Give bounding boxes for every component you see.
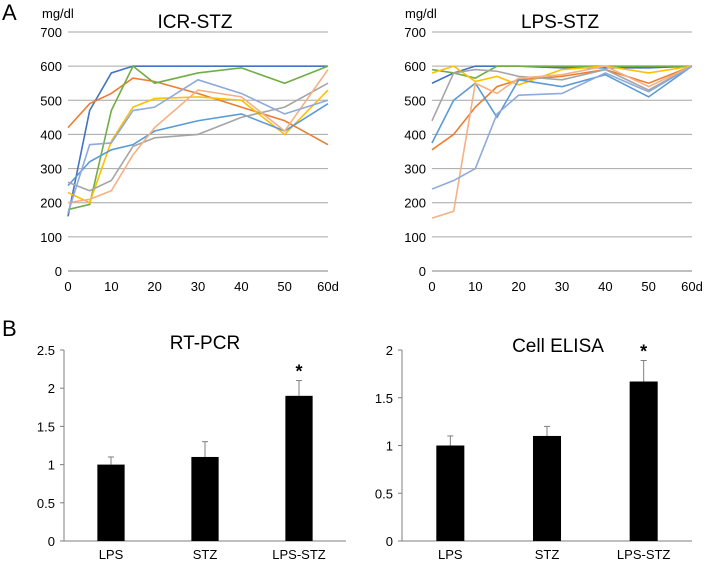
y-tick-label: 500 [40,93,62,108]
bar-stz [191,456,219,541]
category-label: STZ [193,547,218,562]
x-tick-label: 20 [147,279,161,294]
y-tick-label: 700 [40,25,62,40]
y-tick-label: 300 [40,162,62,177]
y-tick-label: 100 [40,230,62,245]
series-line-mouse-6 [431,65,693,122]
series-line-mouse-7 [431,65,693,219]
y-tick-label: 400 [40,127,62,142]
bar-lps [436,445,465,541]
significance-marker: * [295,362,302,382]
y-tick-label: 2.5 [37,343,55,358]
bar-chart-cell-elisa: Cell ELISA 0 0.5 1 1.5 2 LPS STZ * LPS-STZ [375,336,692,562]
x-tick-label: 0 [64,279,71,294]
y-tick-label: 300 [404,162,426,177]
y-tick-label: 0 [386,534,393,549]
series-line-mouse-3 [431,65,692,79]
x-tick-label: 60d [317,279,339,294]
panel-label-a: A [2,0,17,25]
x-tick-label: 10 [104,279,118,294]
chart-title: LPS-STZ [521,12,600,33]
series-line-mouse-3 [67,64,329,211]
y-tick-label: 2 [386,343,393,358]
category-label: LPS-STZ [272,547,326,562]
panel-label-b: B [2,316,17,341]
bar-chart-rt-pcr: RT-PCR 0 0.5 1 1.5 2 2.5 LPS STZ * LPS-STZ [37,333,346,562]
x-tick-label: 40 [598,279,612,294]
y-tick-label: 1.5 [37,419,55,434]
y-tick-label: 2 [48,381,55,396]
y-unit-label: mg/dl [405,6,437,21]
y-tick-label: 0 [48,534,55,549]
y-tick-label: 700 [404,25,426,40]
series-line-mouse-1 [67,65,328,217]
chart-title: Cell ELISA [512,336,604,357]
y-tick-label: 200 [40,196,62,211]
line-chart-lps-stz: mg/dl LPS-STZ 0 100 200 300 400 500 600 700 0 10 2… [404,6,703,294]
series-line-mouse-5 [431,65,693,144]
y-unit-label: mg/dl [42,6,74,21]
x-tick-label: 60d [681,279,703,294]
series-line-mouse-8 [67,78,329,214]
y-tick-label: 0 [419,264,426,279]
bar-lps-stz [629,381,658,541]
bar-lps [97,464,125,541]
line-chart-icr-stz: mg/dl ICR-STZ 0 100 200 300 400 500 600 700 0 10 2… [40,6,339,294]
x-tick-label: 40 [234,279,248,294]
y-tick-label: 500 [404,93,426,108]
series-line-mouse-8 [431,65,693,190]
y-tick-label: 600 [40,59,62,74]
category-label: LPS [438,547,463,562]
x-tick-label: 30 [191,279,205,294]
y-tick-label: 1.5 [375,391,393,406]
series-line-mouse-4 [67,89,329,204]
y-tick-label: 400 [404,127,426,142]
x-tick-label: 50 [641,279,655,294]
y-tick-label: 600 [404,59,426,74]
y-tick-label: 1 [386,439,393,454]
chart-title: ICR-STZ [158,12,233,33]
x-tick-label: 50 [277,279,291,294]
category-label: LPS-STZ [617,547,671,562]
series-line-mouse-7 [67,69,329,204]
y-tick-label: 0.5 [375,486,393,501]
y-tick-label: 0.5 [37,496,55,511]
significance-marker: * [640,342,647,362]
series-line-mouse-5 [67,103,329,187]
bar-stz [532,435,562,541]
series-line-mouse-6 [67,82,329,192]
category-label: STZ [535,547,560,562]
x-tick-label: 30 [555,279,569,294]
chart-title: RT-PCR [170,333,240,354]
y-tick-label: 1 [48,458,55,473]
bar-lps-stz [285,395,313,541]
category-label: LPS [99,547,124,562]
x-tick-label: 10 [468,279,482,294]
y-tick-label: 0 [55,264,62,279]
x-tick-label: 0 [428,279,435,294]
series-line-mouse-2 [67,77,329,146]
y-tick-label: 200 [404,196,426,211]
x-tick-label: 20 [511,279,525,294]
y-tick-label: 100 [404,230,426,245]
